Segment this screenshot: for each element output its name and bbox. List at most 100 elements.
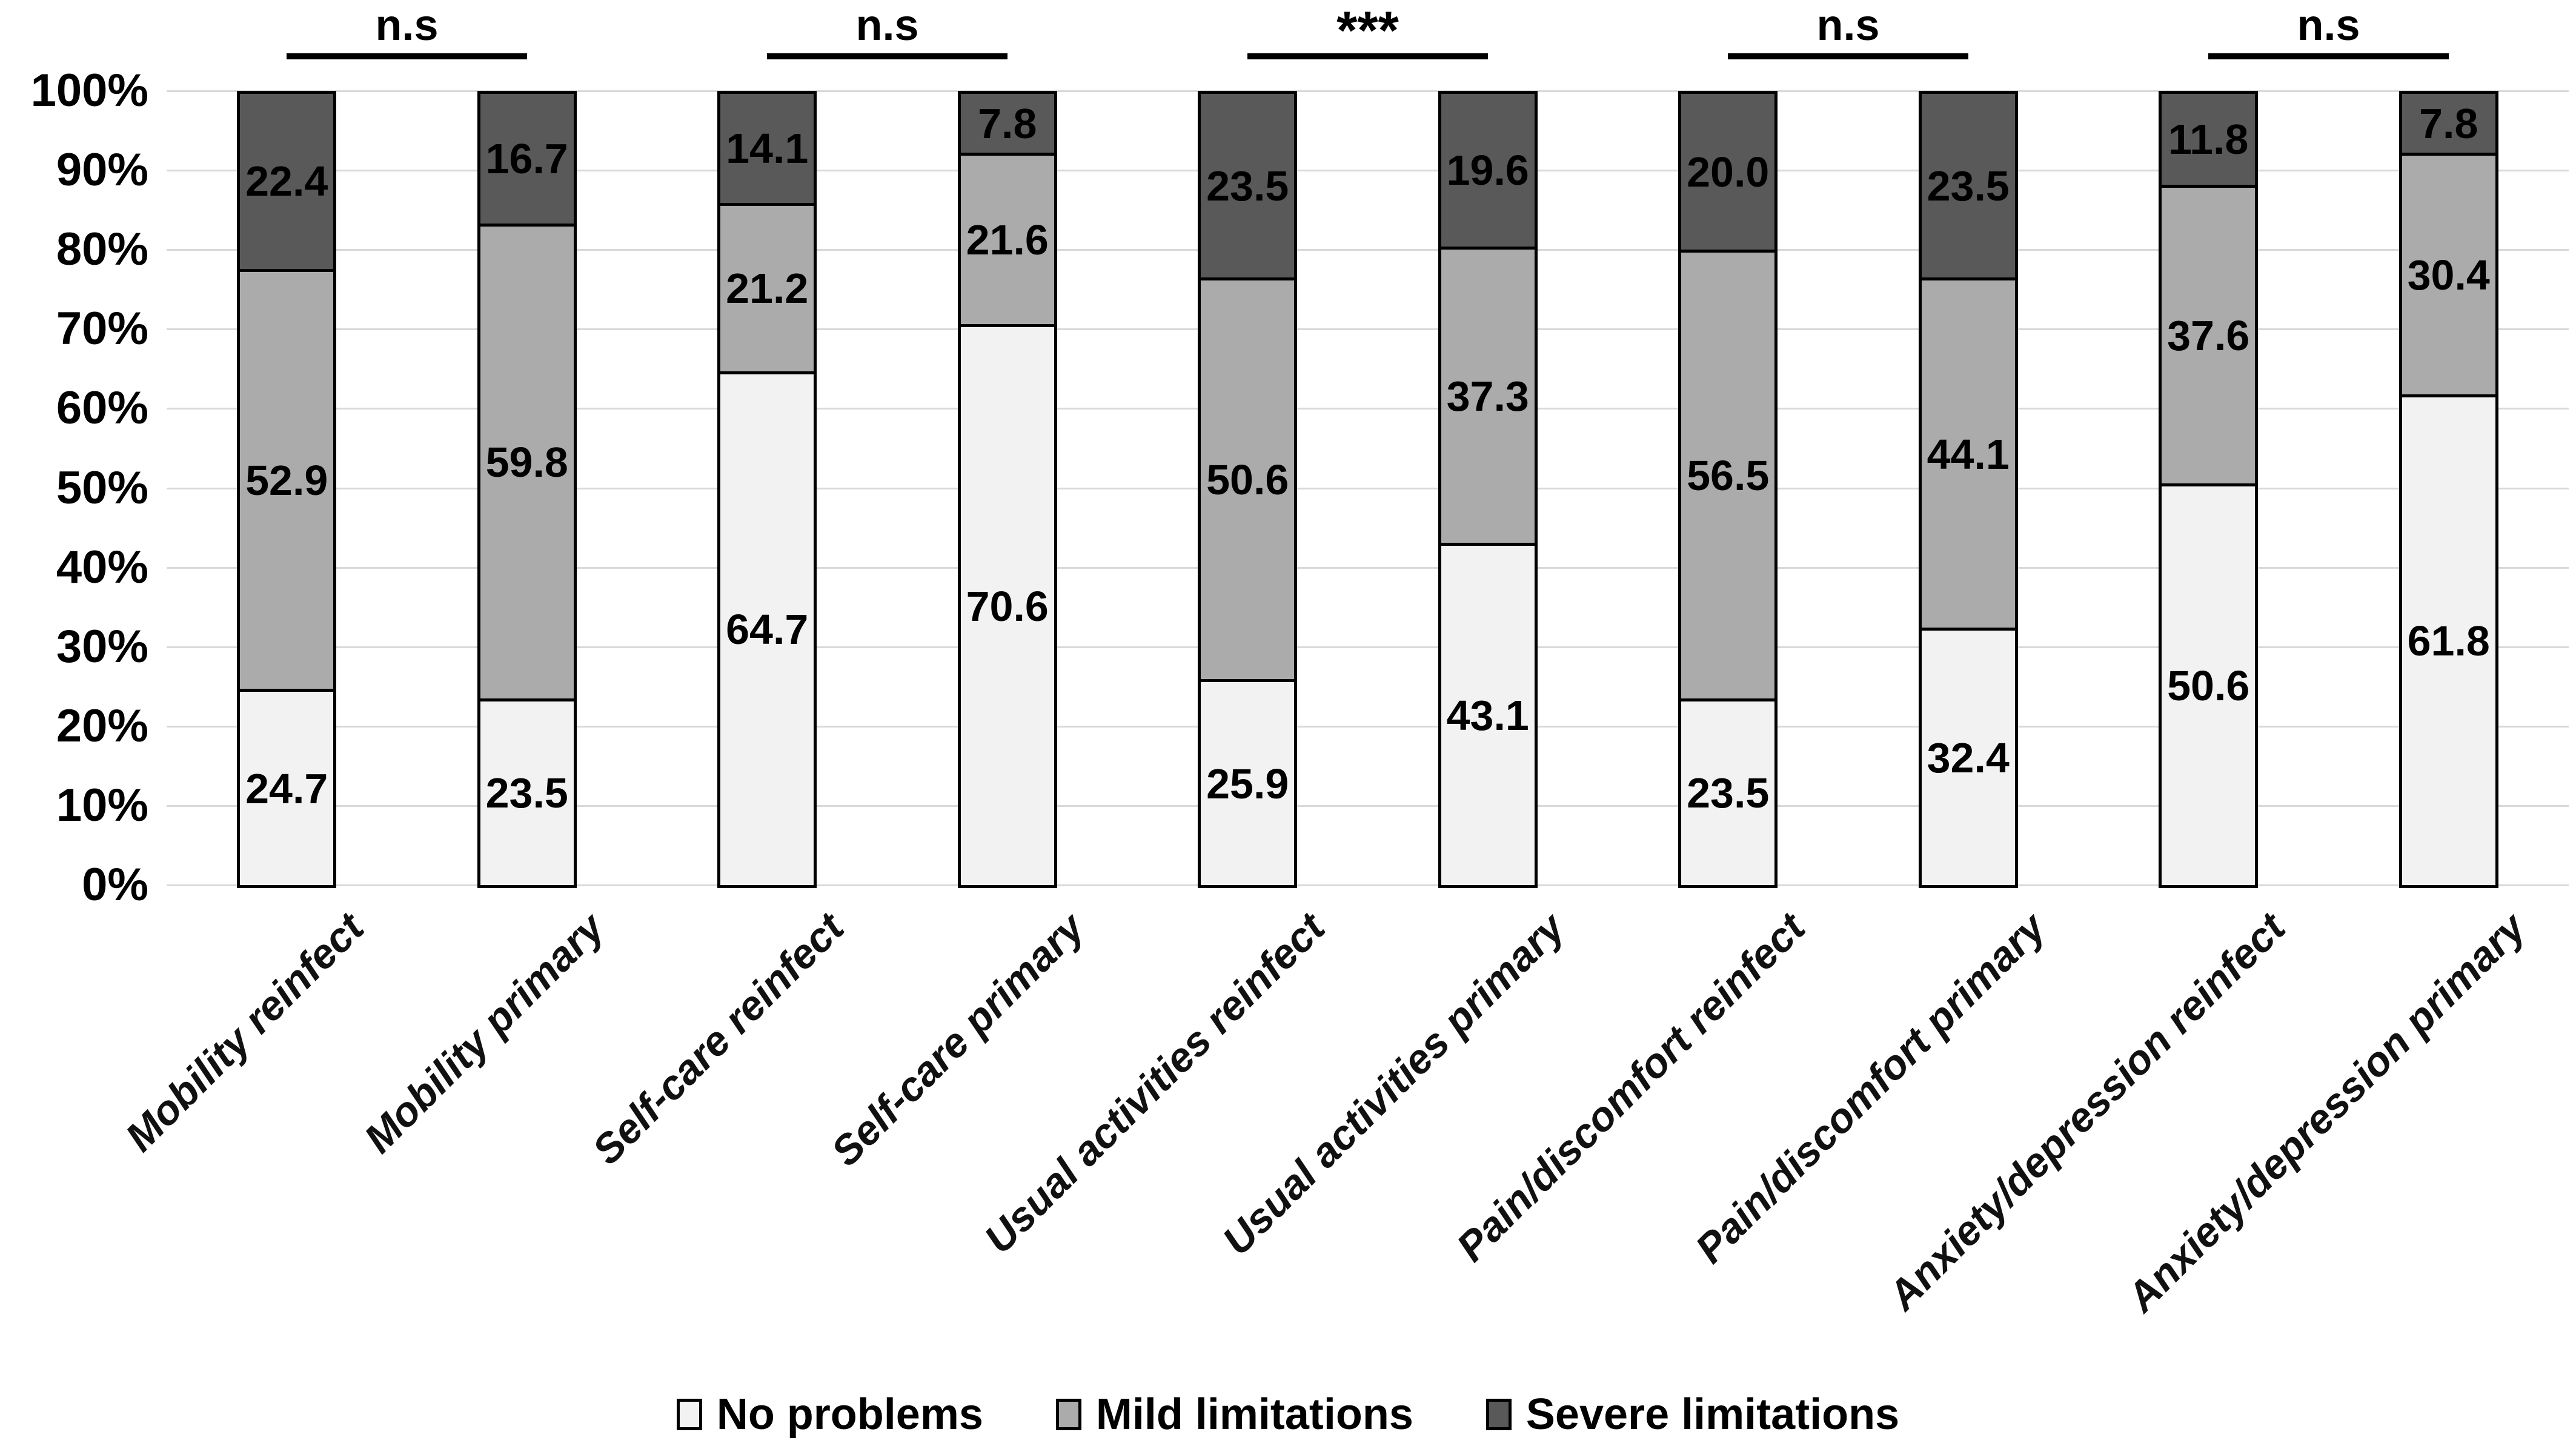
y-tick-label-70: 70% (56, 303, 148, 355)
legend-label: Severe limitations (1525, 1390, 1900, 1439)
value-label: 22.4 (245, 158, 328, 205)
bar-7-segment-mild-limitations: 44.1 (1918, 277, 2018, 628)
gridline-90 (167, 170, 2569, 172)
gridline-30 (167, 646, 2569, 648)
bar-4-segment-no-problems: 25.9 (1198, 679, 1298, 885)
bar-0-segment-no-problems: 24.7 (237, 689, 337, 885)
bar-7: 23.5 44.1 32.4 (1918, 91, 2018, 888)
gridline-10 (167, 804, 2569, 807)
x-axis-label-3: Self-care primary (822, 904, 1094, 1175)
bar-8-segment-severe-limitations: 11.8 (2159, 91, 2259, 185)
legend-swatch-icon (1055, 1399, 1081, 1430)
significance-label-0: n.s (375, 1, 439, 50)
bar-4: 23.5 50.6 25.9 (1198, 91, 1298, 888)
bar-6: 20.0 56.5 23.5 (1678, 91, 1778, 888)
legend-swatch-icon (1486, 1399, 1512, 1430)
gridline-80 (167, 249, 2569, 251)
gridline-50 (167, 487, 2569, 489)
value-label: 50.6 (2167, 662, 2250, 709)
y-tick-label-60: 60% (56, 382, 148, 434)
value-label: 70.6 (966, 582, 1049, 630)
value-label: 21.2 (726, 265, 809, 313)
bar-5-segment-mild-limitations: 37.3 (1438, 246, 1538, 543)
value-label: 19.6 (1446, 146, 1529, 194)
y-tick-label-80: 80% (56, 224, 148, 276)
gridline-60 (167, 408, 2569, 410)
significance-line-2 (1247, 53, 1488, 59)
bar-1-segment-mild-limitations: 59.8 (477, 223, 577, 698)
value-label: 64.7 (726, 606, 809, 654)
y-tick-label-40: 40% (56, 541, 148, 593)
gridline-20 (167, 725, 2569, 728)
gridline-0 (167, 884, 2569, 886)
bar-6-segment-no-problems: 23.5 (1678, 698, 1778, 885)
value-label: 59.8 (485, 439, 568, 486)
bar-6-segment-severe-limitations: 20.0 (1678, 91, 1778, 250)
bar-8-segment-no-problems: 50.6 (2159, 483, 2259, 885)
value-label: 37.3 (1446, 372, 1529, 420)
bar-3-segment-no-problems: 70.6 (957, 324, 1057, 885)
value-label: 23.5 (1206, 162, 1289, 210)
bar-9-segment-no-problems: 61.8 (2398, 394, 2498, 885)
value-label: 23.5 (1927, 162, 2010, 210)
value-label: 43.1 (1446, 691, 1529, 739)
bar-3-segment-mild-limitations: 21.6 (957, 153, 1057, 325)
bar-0-segment-severe-limitations: 22.4 (237, 91, 337, 269)
bar-2-segment-no-problems: 64.7 (717, 371, 817, 885)
legend-item-no-problems: No problems (676, 1390, 983, 1439)
significance-line-1 (767, 53, 1007, 59)
gridline-40 (167, 566, 2569, 569)
value-label: 21.6 (966, 216, 1049, 264)
bar-8-segment-mild-limitations: 37.6 (2159, 184, 2259, 483)
bar-1: 16.7 59.8 23.5 (477, 91, 577, 888)
significance-label-3: n.s (1816, 1, 1880, 50)
value-label: 37.6 (2167, 311, 2250, 359)
bar-9: 7.8 30.4 61.8 (2398, 91, 2498, 888)
value-label: 52.9 (245, 456, 328, 504)
y-tick-label-10: 10% (56, 779, 148, 831)
bar-7-segment-severe-limitations: 23.5 (1918, 91, 2018, 278)
significance-line-0 (287, 53, 527, 59)
significance-label-1: n.s (855, 1, 919, 50)
bar-7-segment-no-problems: 32.4 (1918, 628, 2018, 885)
bar-4-segment-severe-limitations: 23.5 (1198, 91, 1298, 278)
legend-item-severe-limitations: Severe limitations (1486, 1393, 1899, 1436)
bar-2-segment-severe-limitations: 14.1 (717, 91, 817, 203)
bar-9-segment-severe-limitations: 7.8 (2398, 91, 2498, 153)
y-tick-label-100: 100% (30, 65, 148, 116)
value-label: 44.1 (1927, 430, 2010, 478)
bar-6-segment-mild-limitations: 56.5 (1678, 250, 1778, 698)
gridline-70 (167, 328, 2569, 331)
x-axis-label-0: Mobility reinfect (116, 904, 373, 1161)
significance-line-4 (2208, 53, 2449, 59)
bar-5: 19.6 37.3 43.1 (1438, 91, 1538, 888)
value-label: 16.7 (485, 134, 568, 182)
significance-label-4: n.s (2297, 1, 2360, 50)
legend-item-mild-limitations: Mild limitations (1055, 1390, 1413, 1439)
legend-label: Mild limitations (1095, 1390, 1413, 1439)
significance-label-2: *** (1336, 0, 1399, 60)
bar-3: 7.8 21.6 70.6 (957, 91, 1057, 888)
gridline-100 (167, 90, 2569, 92)
legend-label: No problems (716, 1390, 983, 1439)
bar-0: 22.4 52.9 24.7 (237, 91, 337, 888)
y-tick-label-30: 30% (56, 620, 148, 672)
value-label: 61.8 (2407, 617, 2490, 665)
bar-3-segment-severe-limitations: 7.8 (957, 91, 1057, 153)
y-tick-label-50: 50% (56, 462, 148, 514)
bar-8: 11.8 37.6 50.6 (2159, 91, 2259, 888)
bar-1-segment-severe-limitations: 16.7 (477, 91, 577, 224)
value-label: 50.6 (1206, 456, 1289, 504)
value-label: 7.8 (978, 99, 1037, 147)
bar-5-segment-severe-limitations: 19.6 (1438, 91, 1538, 247)
value-label: 56.5 (1687, 452, 1770, 500)
legend: No problems Mild limitations Severe limita… (0, 1384, 2576, 1445)
significance-line-3 (1728, 53, 1968, 59)
x-axis-label-8: Anxiety/depression reinfect (1879, 904, 2294, 1319)
value-label: 11.8 (2168, 115, 2249, 163)
y-tick-label-0: 0% (82, 859, 148, 910)
bar-2: 14.1 21.2 64.7 (717, 91, 817, 888)
legend-swatch-icon (676, 1399, 702, 1430)
value-label: 14.1 (726, 124, 809, 172)
